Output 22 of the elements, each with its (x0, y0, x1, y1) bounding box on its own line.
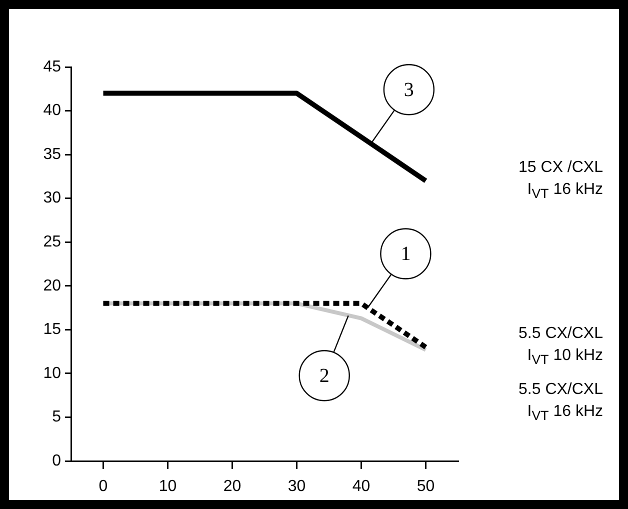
x-tick-label: 30 (288, 478, 306, 496)
y-tick-label: 5 (52, 408, 62, 426)
text: 15 CX /CXL I$_{VT}$ 16 kHz (518, 158, 603, 203)
annotation: 1 (400, 243, 411, 266)
x-tick-label: 40 (352, 478, 370, 496)
y-tick-label: 25 (43, 234, 62, 251)
text: 5.5 CX/CXL I$_{VT}$ 16 kHz (518, 380, 603, 426)
y-tick-label: 40 (43, 102, 62, 120)
y-tick-label: 10 (43, 364, 62, 382)
y-tick-label: 35 (43, 146, 62, 163)
text: 5.5 CX/CXL I$_{VT}$ 10 kHz (518, 324, 603, 370)
y-tick-label: 20 (43, 277, 62, 294)
y-tick-label: 45 (43, 58, 62, 76)
annotation: 3 (404, 78, 414, 101)
x-tick-label: 10 (158, 478, 177, 496)
annotation: 2 (319, 364, 330, 387)
y-tick-label: 15 (43, 321, 62, 338)
x-tick-label: 20 (223, 478, 242, 496)
x-tick-label: 50 (416, 478, 435, 496)
x-tick-label: 0 (98, 478, 108, 496)
y-tick-label: 0 (52, 452, 62, 470)
y-tick-label: 30 (43, 190, 62, 207)
